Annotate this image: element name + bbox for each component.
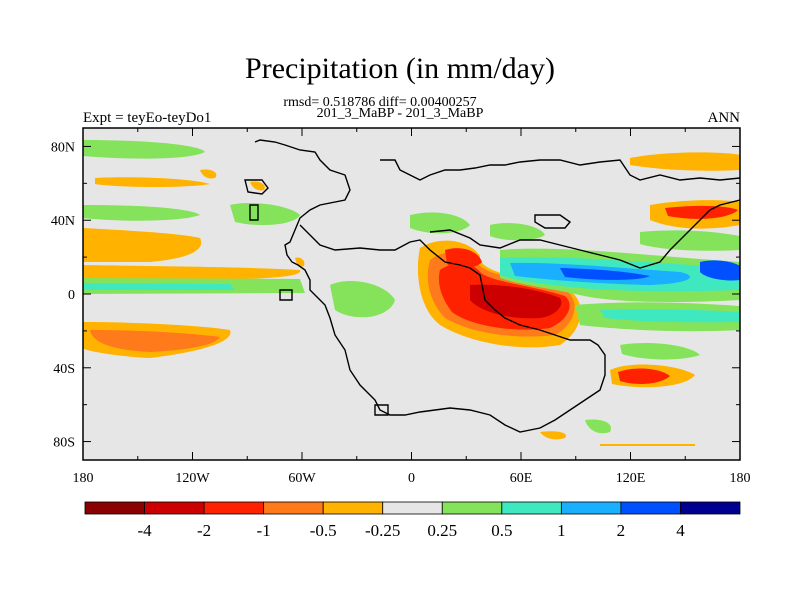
colorbar-label: 0.5 — [491, 521, 512, 540]
coastline — [380, 159, 740, 181]
y-tick-label: 80S — [53, 436, 75, 451]
colorbar-label: 1 — [557, 521, 566, 540]
colorbar-label: -4 — [137, 521, 152, 540]
field-region — [250, 181, 265, 191]
colorbar-swatch — [84, 501, 145, 515]
colorbar-label: -0.5 — [310, 521, 337, 540]
field-region — [83, 205, 200, 221]
field-region — [90, 330, 220, 352]
field-region — [585, 419, 611, 434]
colorbar-label: 2 — [617, 521, 626, 540]
field-region — [295, 257, 305, 267]
colorbar — [84, 501, 741, 515]
coastline — [534, 214, 572, 229]
colorbar-label: -2 — [197, 521, 211, 540]
x-tick-label: 180 — [730, 471, 751, 486]
x-tick-label: 180 — [73, 471, 94, 486]
axis-ticks — [82, 128, 741, 460]
colorbar-swatch — [620, 501, 681, 515]
coastline — [429, 199, 740, 269]
coastline — [244, 179, 269, 195]
colorbar-swatch — [203, 501, 265, 515]
x-tick-labels: 180 120W 60W 0 60E 120E 180 — [73, 471, 751, 486]
field-region — [83, 140, 205, 159]
stats-label: rmsd= 0.518786 diff= 0.00400257 — [283, 95, 477, 110]
coastline — [249, 204, 259, 221]
y-tick-label: 80N — [51, 140, 75, 155]
x-tick-label: 120W — [175, 471, 210, 486]
field-region — [700, 260, 740, 281]
coastlines — [244, 139, 740, 433]
season-label: ANN — [707, 110, 741, 126]
x-tick-label: 60E — [510, 471, 533, 486]
x-tick-label: 0 — [408, 471, 415, 486]
colorbar-swatch — [441, 501, 503, 515]
chart-title: Precipitation (in mm/day) — [245, 52, 555, 85]
field-region — [83, 265, 301, 280]
y-tick-label: 40N — [51, 214, 75, 229]
field-region — [95, 177, 210, 187]
field-region — [470, 284, 562, 319]
x-tick-label: 60W — [288, 471, 316, 486]
field-region — [618, 368, 670, 384]
field-region — [630, 152, 740, 171]
field-region — [330, 281, 395, 318]
colorbar-label: 0.25 — [427, 521, 457, 540]
colorbar-swatch — [263, 501, 324, 515]
coastline — [254, 139, 606, 433]
field-region — [83, 283, 235, 290]
field-region — [620, 343, 700, 360]
experiment-label: Expt = teyEo-teyDo1 — [83, 110, 212, 126]
y-tick-label: 40S — [53, 362, 75, 377]
colorbar-label: -0.25 — [365, 521, 400, 540]
coastline — [374, 404, 389, 416]
field-region — [200, 169, 217, 179]
field-region — [640, 230, 740, 251]
field-region — [560, 268, 650, 280]
x-tick-label: 120E — [616, 471, 646, 486]
colorbar-label: 4 — [676, 521, 685, 540]
colorbar-label: -1 — [257, 521, 271, 540]
colorbar-swatch — [560, 501, 622, 515]
field-region — [665, 205, 738, 219]
field-region — [540, 431, 566, 440]
coastline — [279, 289, 293, 301]
y-tick-labels: 80N 40N 0 40S 80S — [51, 140, 75, 450]
colorbar-swatch — [680, 501, 741, 515]
field-region — [230, 203, 300, 226]
y-tick-label: 0 — [68, 288, 75, 303]
cases-label: 201_3_MaBP - 201_3_MaBP — [316, 106, 484, 121]
colorbar-swatch — [501, 501, 562, 515]
field-region — [410, 212, 470, 234]
field-region — [600, 309, 740, 323]
field-region — [83, 228, 202, 262]
field-region — [490, 223, 545, 241]
colorbar-swatch — [322, 501, 384, 515]
colorbar-labels: -4 -2 -1 -0.5 -0.25 0.25 0.5 1 2 4 — [137, 521, 685, 540]
colorbar-swatch — [382, 501, 443, 515]
colorbar-swatch — [144, 501, 205, 515]
field-layer — [83, 140, 740, 446]
